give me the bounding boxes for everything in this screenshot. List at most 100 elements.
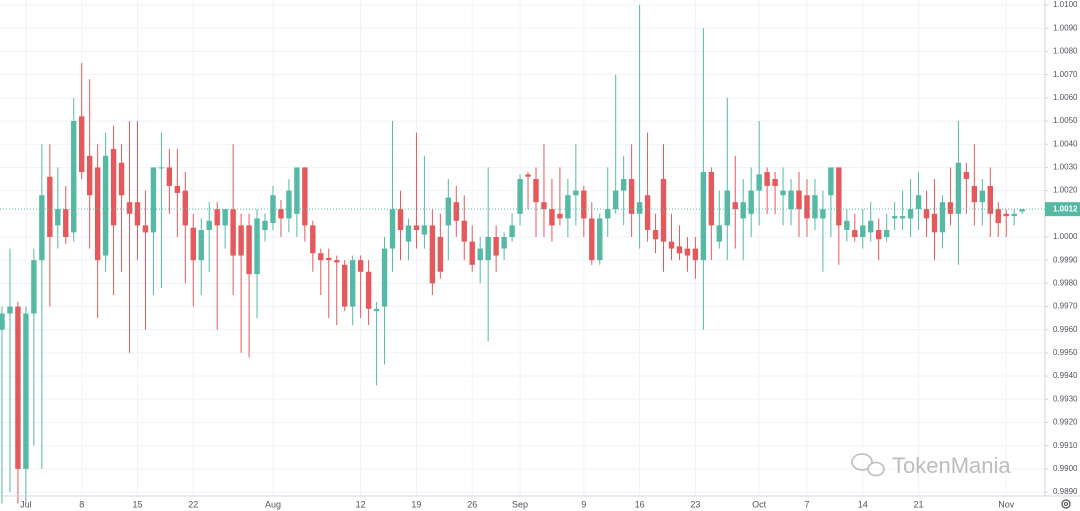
body	[788, 190, 794, 210]
y-tick-label: 0.9980	[1053, 278, 1078, 287]
body	[644, 195, 651, 231]
body	[820, 209, 826, 219]
y-tick-label: 1.0090	[1053, 23, 1078, 32]
body	[55, 209, 61, 226]
body	[796, 190, 802, 210]
x-tick-label: 22	[188, 499, 198, 509]
body	[342, 264, 348, 307]
body	[182, 190, 189, 226]
body	[533, 179, 539, 203]
body	[541, 202, 547, 210]
body	[979, 190, 986, 203]
body	[286, 190, 292, 219]
body	[652, 230, 659, 240]
body	[310, 225, 316, 254]
body	[79, 116, 85, 173]
body	[357, 260, 364, 272]
y-tick-label: 0.9990	[1053, 255, 1078, 264]
body	[397, 209, 404, 231]
body	[549, 209, 555, 226]
y-tick-label: 1.0050	[1053, 116, 1078, 125]
y-tick-label: 1.0100	[1053, 0, 1078, 9]
y-tick-label: 0.9900	[1053, 464, 1078, 473]
body	[509, 225, 515, 237]
body	[262, 220, 268, 231]
body	[907, 209, 914, 219]
y-tick-label: 0.9890	[1053, 487, 1078, 496]
body	[71, 121, 77, 233]
body	[868, 220, 874, 233]
x-tick-label: Nov	[998, 499, 1015, 509]
watermark-icon	[867, 461, 885, 477]
x-tick-label: Sep	[512, 499, 528, 509]
gear[interactable]	[1061, 499, 1071, 509]
candles	[0, 5, 1025, 504]
x-tick-label: 16	[635, 499, 645, 509]
body	[334, 260, 340, 263]
body	[971, 185, 978, 203]
body	[214, 209, 220, 226]
y-tick-label: 1.0000	[1053, 232, 1078, 241]
last-price-badge	[1045, 202, 1080, 217]
x-tick-label: 21	[914, 499, 924, 509]
body	[700, 172, 707, 261]
body	[716, 225, 722, 242]
y-tick-label: 0.9930	[1053, 394, 1078, 403]
body	[102, 155, 109, 256]
body	[517, 179, 523, 214]
y-tick-label: 0.9950	[1053, 348, 1078, 357]
body	[238, 225, 244, 256]
body	[23, 313, 29, 469]
body	[668, 241, 675, 249]
x-tick-label: 12	[356, 499, 366, 509]
body	[581, 190, 587, 219]
body	[660, 179, 667, 242]
body	[684, 248, 691, 256]
body	[724, 190, 730, 226]
y-tick-label: 0.9910	[1053, 441, 1078, 450]
y-tick-label: 1.0020	[1053, 186, 1078, 195]
body	[876, 230, 882, 240]
x-tick-label: 7	[804, 499, 809, 509]
body	[39, 195, 45, 261]
y-tick-label: 0.9920	[1053, 418, 1078, 427]
body	[47, 176, 53, 237]
body	[349, 260, 356, 307]
body	[7, 306, 13, 314]
body	[605, 209, 611, 219]
body	[995, 209, 1001, 224]
body	[477, 248, 483, 261]
body	[278, 209, 284, 219]
body	[748, 190, 754, 214]
body	[437, 236, 444, 272]
body	[469, 241, 475, 265]
body	[525, 174, 531, 177]
x-tick-label: 19	[411, 499, 421, 509]
body	[565, 195, 571, 219]
body	[485, 236, 491, 261]
settings-icon[interactable]	[1061, 499, 1071, 509]
body	[461, 220, 467, 242]
body	[628, 179, 635, 214]
body	[365, 271, 372, 309]
y-tick-label: 0.9960	[1053, 325, 1078, 334]
body	[636, 202, 643, 214]
watermark-text: TokenMania	[892, 453, 1011, 478]
gear-center[interactable]	[1064, 502, 1068, 506]
body	[86, 155, 93, 196]
body	[708, 172, 715, 226]
body	[318, 253, 324, 261]
y-tick-label: 1.0030	[1053, 163, 1078, 172]
y-tick-label: 1.0080	[1053, 47, 1078, 56]
body	[206, 220, 212, 231]
body	[955, 162, 962, 214]
body	[230, 209, 236, 256]
x-tick-label: 14	[858, 499, 868, 509]
body	[445, 197, 452, 226]
x-tick-label: 15	[132, 499, 142, 509]
body	[126, 202, 133, 214]
body	[31, 260, 37, 314]
body	[915, 195, 922, 210]
body	[302, 167, 308, 226]
